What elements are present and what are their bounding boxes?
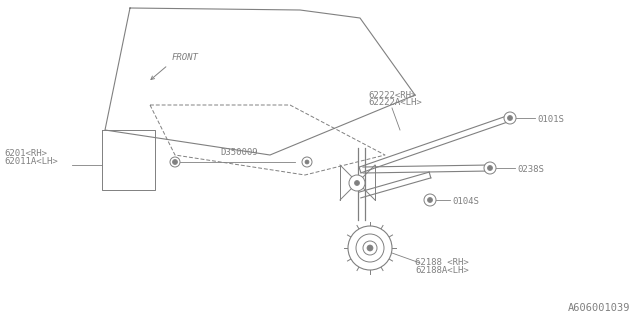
Circle shape (348, 226, 392, 270)
Circle shape (504, 112, 516, 124)
Circle shape (428, 197, 433, 203)
Text: 0238S: 0238S (517, 165, 544, 174)
Text: 6201<RH>: 6201<RH> (4, 149, 47, 158)
Circle shape (355, 180, 360, 186)
Text: 62188 <RH>: 62188 <RH> (415, 258, 468, 267)
Circle shape (349, 175, 365, 191)
Circle shape (305, 160, 309, 164)
Text: FRONT: FRONT (172, 53, 199, 62)
Circle shape (484, 162, 496, 174)
Text: 62011A<LH>: 62011A<LH> (4, 157, 58, 166)
Text: D350009: D350009 (220, 148, 258, 157)
Circle shape (302, 157, 312, 167)
Circle shape (170, 157, 180, 167)
Circle shape (356, 234, 384, 262)
Circle shape (424, 194, 436, 206)
Circle shape (367, 245, 373, 251)
Text: 62188A<LH>: 62188A<LH> (415, 266, 468, 275)
Text: 62222<RH>: 62222<RH> (368, 91, 417, 100)
Circle shape (508, 116, 513, 121)
Text: 0101S: 0101S (537, 115, 564, 124)
Circle shape (173, 159, 177, 164)
Text: 62222A<LH>: 62222A<LH> (368, 98, 422, 107)
Circle shape (363, 241, 377, 255)
Text: A606001039: A606001039 (568, 303, 630, 313)
Text: 0104S: 0104S (452, 197, 479, 206)
Circle shape (488, 165, 493, 171)
